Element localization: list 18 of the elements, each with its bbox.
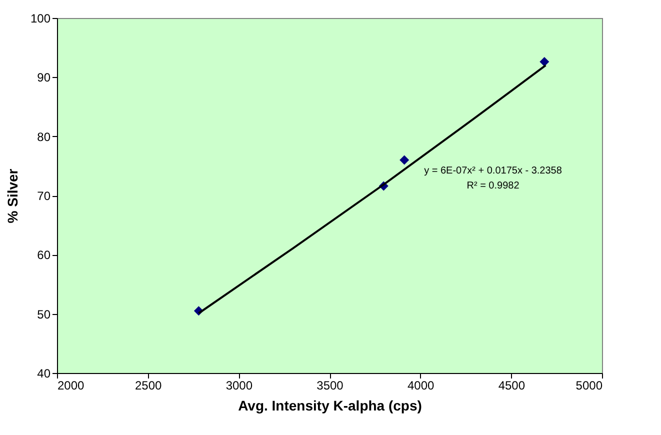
x-tick-label: 3500 (316, 378, 344, 392)
x-tick-label: 2000 (58, 378, 85, 392)
annotation: y = 6E-07x² + 0.0175x - 3.2358 (424, 166, 562, 177)
y-tick-label: 40 (37, 366, 51, 380)
y-tick-label: 60 (37, 248, 51, 262)
x-tick-label: 3000 (226, 378, 253, 392)
x-tick-label: 4500 (498, 378, 526, 392)
annotation: R² = 0.9982 (466, 180, 520, 192)
x-tick-label: 2500 (134, 378, 162, 392)
y-tick-label: 80 (37, 130, 51, 144)
x-axis-title: Avg. Intensity K-alpha (cps) (238, 398, 422, 414)
y-axis-title: % Silver (4, 168, 20, 224)
y-tick-label: 100 (30, 12, 51, 26)
y-tick-label: 50 (37, 307, 51, 322)
y-tick-label: 70 (37, 189, 51, 203)
x-tick-label: 5000 (576, 378, 603, 392)
y-tick-label: 90 (37, 70, 51, 85)
x-tick-label: 4000 (407, 378, 435, 392)
